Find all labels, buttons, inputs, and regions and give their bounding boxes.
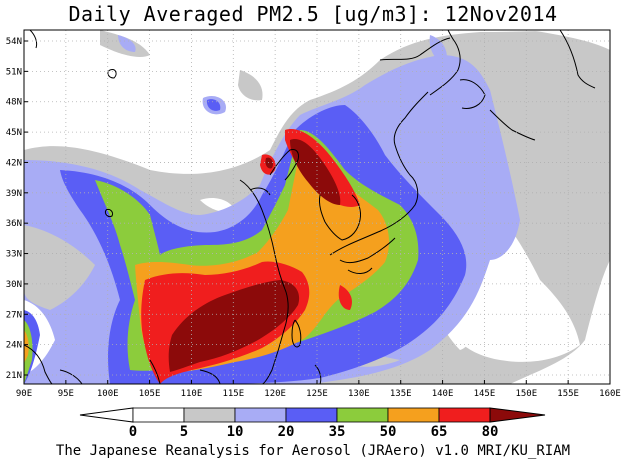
x-axis: 90E 95E 100E 105E 110E 115E 120E 125E 130E 135E 14… <box>16 380 621 399</box>
x-tick-label: 140E <box>432 389 454 399</box>
y-tick-label: 21N <box>6 371 22 381</box>
colorbar-segment <box>234 407 287 423</box>
x-tick-label: 155E <box>557 389 579 399</box>
x-tick-label: 130E <box>348 389 370 399</box>
concentration-field <box>24 30 610 384</box>
colorbar-label: 20 <box>278 424 295 440</box>
map-title: Daily Averaged PM2.5 [ug/m3]: 12Nov2014 <box>68 2 558 26</box>
y-tick-label: 42N <box>6 158 22 168</box>
colorbar-segment <box>438 407 491 423</box>
y-tick-label: 48N <box>6 98 22 108</box>
colorbar-label: 50 <box>380 424 397 440</box>
colorbar-segment <box>132 407 185 423</box>
colorbar-label: 35 <box>329 424 346 440</box>
x-tick-label: 100E <box>97 389 119 399</box>
colorbar-label: 80 <box>482 424 499 440</box>
y-tick-label: 33N <box>6 250 22 260</box>
colorbar-segment <box>183 407 236 423</box>
y-tick-label: 30N <box>6 280 22 290</box>
y-tick-label: 27N <box>6 310 22 320</box>
colorbar-label: 10 <box>227 424 244 440</box>
y-tick-label: 39N <box>6 189 22 199</box>
x-tick-label: 135E <box>390 389 412 399</box>
colorbar: 0 5 10 20 35 50 65 80 <box>79 407 546 440</box>
x-tick-label: 125E <box>306 389 328 399</box>
colorbar-segment <box>387 407 440 423</box>
x-tick-label: 145E <box>474 389 496 399</box>
x-tick-label: 120E <box>264 389 286 399</box>
x-tick-label: 90E <box>16 389 32 399</box>
y-tick-label: 51N <box>6 67 22 77</box>
colorbar-low-arrow <box>79 407 134 423</box>
x-tick-label: 115E <box>222 389 244 399</box>
grid-lines <box>24 30 610 384</box>
colorbar-high-arrow <box>489 407 546 423</box>
x-tick-label: 110E <box>181 389 203 399</box>
y-tick-label: 36N <box>6 219 22 229</box>
y-tick-label: 54N <box>6 37 22 47</box>
colorbar-segment <box>285 407 338 423</box>
level-darkred <box>168 139 341 372</box>
footer-credit: The Japanese Reanalysis for Aerosol (JRA… <box>55 443 571 459</box>
coastlines <box>24 30 596 384</box>
x-tick-label: 160E <box>599 389 621 399</box>
colorbar-label: 65 <box>431 424 448 440</box>
colorbar-label: 5 <box>180 424 188 440</box>
x-tick-label: 95E <box>58 389 74 399</box>
colorbar-segment <box>336 407 389 423</box>
x-tick-label: 105E <box>139 389 161 399</box>
x-tick-label: 150E <box>515 389 537 399</box>
y-axis: 21N 24N 27N 30N 33N 36N 39N 42N 45N 48N 51N 54N <box>6 37 28 381</box>
y-tick-label: 45N <box>6 128 22 138</box>
colorbar-label: 0 <box>129 424 137 440</box>
y-tick-label: 24N <box>6 341 22 351</box>
